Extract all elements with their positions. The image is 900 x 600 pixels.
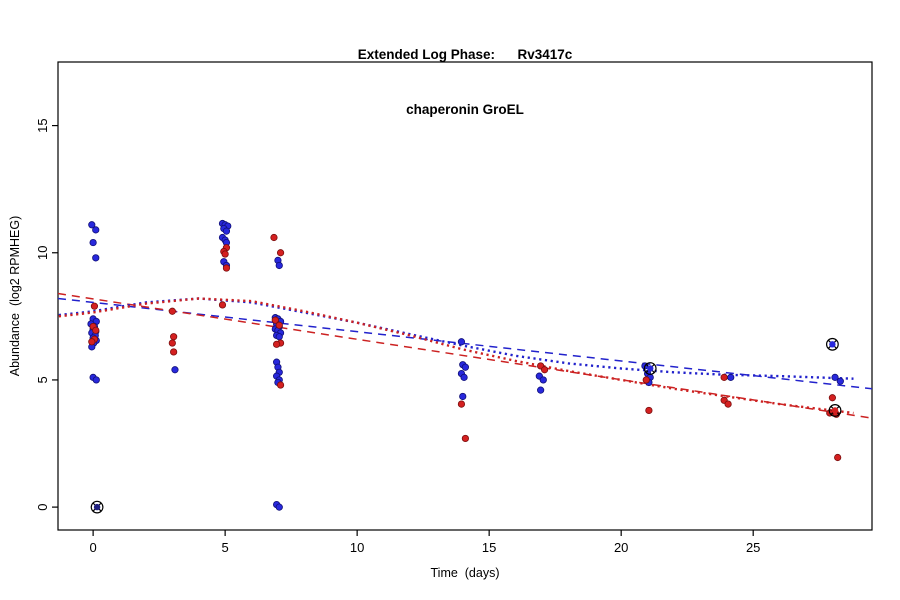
blue-data-point [537, 386, 545, 394]
blue-linear-fit-line [57, 297, 873, 390]
red-data-point [273, 340, 281, 348]
blue-data-point [89, 238, 97, 247]
blue-data-point [831, 373, 839, 381]
blue-data-point [460, 373, 468, 381]
red-data-point [828, 394, 836, 402]
red-data-point [724, 400, 732, 408]
blue-data-point [275, 503, 283, 511]
y-tick-label: 10 [35, 246, 50, 260]
red-data-point [720, 373, 728, 381]
red-data-point [270, 233, 278, 242]
red-data-point [221, 250, 229, 258]
red-data-point [90, 302, 99, 310]
red-data-point [170, 348, 178, 356]
red-data-point [276, 249, 285, 257]
x-tick-label: 25 [746, 540, 760, 555]
red-data-point [222, 264, 231, 272]
red-data-point [457, 400, 466, 408]
blue-data-point [222, 227, 231, 235]
red-data-point [276, 381, 285, 389]
red-loess-fit-line [58, 297, 854, 415]
red-data-point [275, 321, 283, 329]
blue-data-point [275, 333, 283, 341]
x-tick-label: 0 [89, 540, 96, 555]
outlier-circle [828, 404, 842, 417]
red-data-point [170, 333, 178, 341]
x-tick-label: 10 [350, 540, 364, 555]
blue-data-point [92, 376, 100, 384]
x-tick-label: 15 [482, 540, 496, 555]
blue-data-point [539, 376, 547, 384]
red-linear-fit-line [57, 292, 873, 419]
blue-data-point [457, 338, 466, 346]
red-data-point [541, 366, 549, 374]
red-data-point [218, 301, 227, 309]
outlier-circle [643, 362, 657, 375]
red-data-point [642, 376, 650, 384]
outlier-data-point [93, 503, 101, 511]
blue-data-point [88, 221, 96, 229]
red-data-point [461, 434, 469, 443]
plot-border [57, 61, 873, 531]
outlier-data-point [647, 365, 654, 372]
blue-data-point [727, 373, 735, 381]
chart-title-line2: chaperonin GroEL [406, 102, 524, 118]
blue-loess-fit-line [58, 297, 854, 380]
blue-data-point [92, 254, 100, 262]
red-data-point [271, 316, 279, 324]
y-tick-label: 5 [35, 376, 50, 383]
blue-data-point [171, 366, 179, 374]
blue-data-point [836, 377, 844, 385]
y-axis-label: Abundance (log2 RPMHEG) [8, 215, 22, 377]
red-data-point [88, 338, 96, 346]
blue-data-point [461, 363, 469, 371]
blue-data-point [92, 226, 100, 234]
x-tick-label: 20 [614, 540, 628, 555]
red-data-point [92, 326, 100, 334]
outlier-data-point [829, 341, 836, 348]
outlier-circle [90, 500, 104, 514]
red-data-point [645, 406, 653, 415]
red-data-point [168, 307, 176, 315]
chart-title: Extended Log Phase: Rv3417c chaperonin G… [0, 10, 900, 156]
x-axis-label: Time (days) [430, 566, 500, 580]
y-tick-label: 0 [35, 503, 50, 510]
blue-data-point [459, 392, 467, 401]
x-tick-label: 5 [222, 540, 229, 555]
red-data-point [168, 339, 176, 347]
chart-title-line1: Extended Log Phase: Rv3417c [357, 47, 573, 63]
y-tick-label: 15 [35, 118, 50, 132]
red-data-point [834, 453, 842, 462]
blue-data-point [275, 261, 283, 270]
outlier-circle [825, 337, 839, 351]
outlier-data-point [831, 407, 839, 414]
